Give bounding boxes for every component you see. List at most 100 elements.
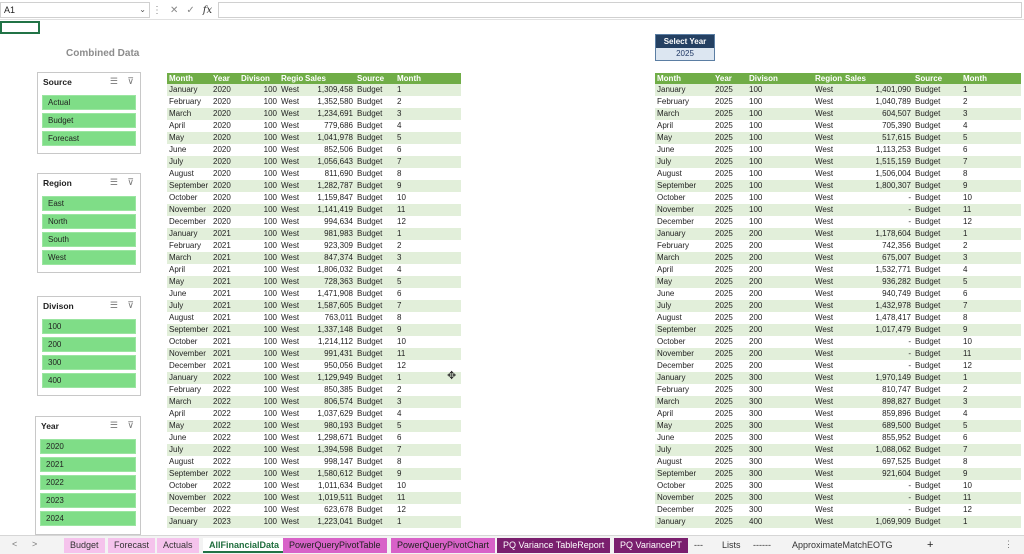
table-cell[interactable]: 12 xyxy=(395,216,461,228)
table-cell[interactable]: Budget xyxy=(913,300,961,312)
table-cell[interactable]: Budget xyxy=(355,168,395,180)
slicer-item[interactable]: 400 xyxy=(42,373,136,388)
table-cell[interactable]: 1 xyxy=(395,228,461,240)
table-cell[interactable]: West xyxy=(279,204,303,216)
table-cell[interactable]: West xyxy=(813,408,843,420)
table-cell[interactable]: 6 xyxy=(961,144,1021,156)
table-cell[interactable]: Budget xyxy=(913,444,961,456)
table-cell[interactable]: West xyxy=(813,360,843,372)
table-cell[interactable]: West xyxy=(813,468,843,480)
table-cell[interactable]: 2020 xyxy=(211,96,239,108)
table-cell[interactable]: 1 xyxy=(395,516,461,528)
table-cell[interactable]: January xyxy=(167,516,211,528)
table-cell[interactable]: April xyxy=(655,408,713,420)
table-cell[interactable]: West xyxy=(279,408,303,420)
table-cell[interactable]: 8 xyxy=(395,312,461,324)
table-cell[interactable]: 100 xyxy=(239,348,279,360)
table-cell[interactable]: 100 xyxy=(239,384,279,396)
table-cell[interactable]: 2022 xyxy=(211,480,239,492)
table-cell[interactable]: Budget xyxy=(355,312,395,324)
table-cell[interactable]: 847,374 xyxy=(303,252,355,264)
table-cell[interactable]: 200 xyxy=(747,252,813,264)
table-cell[interactable]: 950,056 xyxy=(303,360,355,372)
table-cell[interactable]: 100 xyxy=(747,192,813,204)
sheet-tab[interactable]: Budget xyxy=(64,538,105,553)
table-cell[interactable]: 200 xyxy=(747,312,813,324)
table-cell[interactable]: Budget xyxy=(355,468,395,480)
table-cell[interactable]: Budget xyxy=(355,420,395,432)
table-cell[interactable]: 2025 xyxy=(713,384,747,396)
table-cell[interactable]: 3 xyxy=(961,396,1021,408)
table-cell[interactable]: 806,574 xyxy=(303,396,355,408)
table-cell[interactable]: December xyxy=(167,216,211,228)
table-cell[interactable]: February xyxy=(655,384,713,396)
column-header[interactable]: Sales xyxy=(303,73,355,84)
table-cell[interactable]: 100 xyxy=(239,168,279,180)
table-cell[interactable]: 10 xyxy=(961,192,1021,204)
table-cell[interactable]: December xyxy=(167,360,211,372)
table-cell[interactable]: 998,147 xyxy=(303,456,355,468)
table-cell[interactable]: Budget xyxy=(355,252,395,264)
table-cell[interactable]: 100 xyxy=(747,204,813,216)
table-cell[interactable]: West xyxy=(813,384,843,396)
table-cell[interactable]: Budget xyxy=(355,372,395,384)
table-cell[interactable]: West xyxy=(279,252,303,264)
table-cell[interactable]: West xyxy=(279,108,303,120)
column-header[interactable]: Sales xyxy=(843,73,913,84)
table-cell[interactable]: 1 xyxy=(395,372,461,384)
table-cell[interactable]: 100 xyxy=(239,300,279,312)
table-cell[interactable]: 1,515,159 xyxy=(843,156,913,168)
table-cell[interactable]: West xyxy=(813,504,843,516)
table-cell[interactable]: 1,532,771 xyxy=(843,264,913,276)
table-cell[interactable]: 100 xyxy=(239,504,279,516)
table-cell[interactable]: West xyxy=(279,288,303,300)
table-cell[interactable]: 1 xyxy=(961,372,1021,384)
table-cell[interactable]: West xyxy=(279,468,303,480)
table-cell[interactable]: 100 xyxy=(239,120,279,132)
table-cell[interactable]: 980,193 xyxy=(303,420,355,432)
column-header[interactable]: Year xyxy=(211,73,239,84)
table-cell[interactable]: December xyxy=(655,360,713,372)
sheet-tab[interactable]: PQ Variance TableReport xyxy=(497,538,611,553)
table-cell[interactable]: Budget xyxy=(355,120,395,132)
table-cell[interactable]: 2025 xyxy=(713,108,747,120)
table-cell[interactable]: 2025 xyxy=(713,480,747,492)
slicer-item[interactable]: 2023 xyxy=(40,493,136,508)
table-cell[interactable]: West xyxy=(279,144,303,156)
table-cell[interactable]: 200 xyxy=(747,240,813,252)
table-cell[interactable]: West xyxy=(813,264,843,276)
table-cell[interactable]: 2025 xyxy=(713,336,747,348)
table-cell[interactable]: 10 xyxy=(961,336,1021,348)
table-cell[interactable]: May xyxy=(655,420,713,432)
table-cell[interactable]: January xyxy=(655,516,713,528)
table-cell[interactable]: Budget xyxy=(913,240,961,252)
table-cell[interactable]: 2020 xyxy=(211,108,239,120)
table-cell[interactable]: 921,604 xyxy=(843,468,913,480)
column-header[interactable]: Source xyxy=(355,73,395,84)
table-cell[interactable]: 2 xyxy=(961,96,1021,108)
table-cell[interactable]: West xyxy=(279,216,303,228)
table-cell[interactable]: November xyxy=(655,204,713,216)
table-cell[interactable]: West xyxy=(279,492,303,504)
table-cell[interactable]: June xyxy=(655,432,713,444)
table-cell[interactable]: West xyxy=(813,132,843,144)
table-cell[interactable]: 9 xyxy=(961,324,1021,336)
table-cell[interactable]: West xyxy=(279,432,303,444)
table-cell[interactable]: Budget xyxy=(913,216,961,228)
table-cell[interactable]: Budget xyxy=(913,336,961,348)
table-cell[interactable]: 2022 xyxy=(211,420,239,432)
table-cell[interactable]: 2 xyxy=(395,96,461,108)
table-cell[interactable]: 100 xyxy=(747,132,813,144)
table-cell[interactable]: 11 xyxy=(395,492,461,504)
slicer-item[interactable]: North xyxy=(42,214,136,229)
sheet-tab[interactable]: PQ VariancePT xyxy=(614,538,688,553)
slicer-item[interactable]: East xyxy=(42,196,136,211)
table-cell[interactable]: 2020 xyxy=(211,180,239,192)
table-cell[interactable]: August xyxy=(655,312,713,324)
table-cell[interactable]: 200 xyxy=(747,300,813,312)
table-cell[interactable]: 991,431 xyxy=(303,348,355,360)
table-cell[interactable]: 2025 xyxy=(713,264,747,276)
table-cell[interactable]: May xyxy=(167,276,211,288)
table-cell[interactable]: 2025 xyxy=(713,360,747,372)
table-cell[interactable]: September xyxy=(167,468,211,480)
